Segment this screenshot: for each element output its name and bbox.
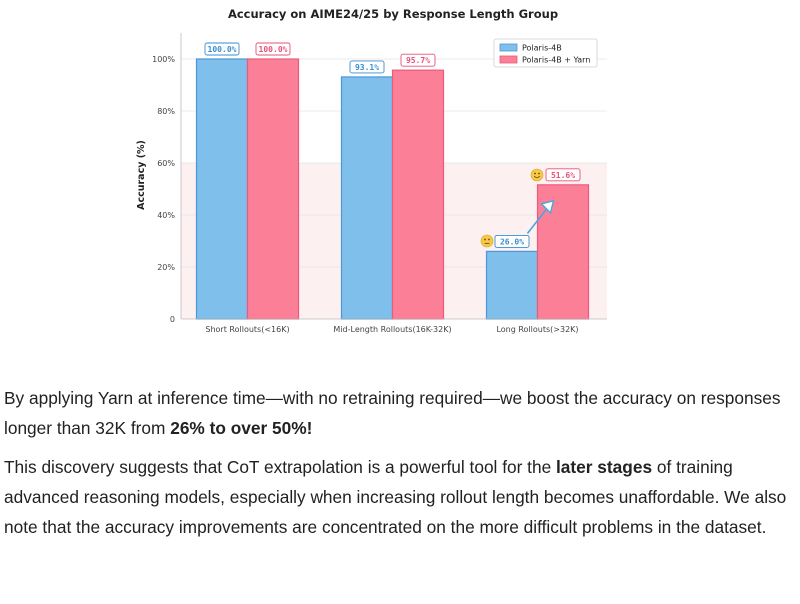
bar-polaris-yarn-2 [536,184,590,320]
paragraph-text: of training advanced reasoning models, e… [4,457,787,537]
data-label-box [255,42,291,56]
face-circle [480,234,494,248]
chart-figure: Accuracy on AIME24/25 by Response Length… [136,7,607,334]
data-label-box [349,60,385,74]
face-mouth [533,175,541,179]
data-label-text: 95.7% [406,56,430,65]
bar-chart: Accuracy on AIME24/25 by Response Length… [136,7,607,334]
face-eye [488,238,490,241]
trend-arrow-icon [526,199,555,234]
data-label-text: 26.0% [500,237,524,246]
highlight-text: later stages [556,457,653,477]
arrow-head [540,199,555,215]
highlight-text: 26% to over 50%! [170,418,313,438]
x-tick-label: Long Rollouts(>32K) [496,325,578,334]
smiling-face-icon [530,168,544,182]
face-eye [534,172,536,175]
arrow-shaft [526,207,549,234]
data-label-box [545,168,581,182]
data-label-polaris-yarn-1: 95.7% [400,53,436,67]
bar-polaris-yarn-0 [246,58,300,320]
y-tick-label: 80% [157,107,175,116]
y-tick-label: 0 [170,315,175,324]
data-label-polaris-1: 93.1% [349,60,385,74]
paragraph-discovery: This discovery suggests that CoT extrapo… [4,452,794,542]
y-tick-label: 40% [157,211,175,220]
neutral-face-icon [480,234,494,248]
face-eye [538,172,540,175]
bar-polaris-yarn-1 [391,69,445,320]
legend-swatch-1 [499,55,518,64]
data-label-text: 51.6% [551,171,575,180]
data-label-box [494,234,530,248]
x-tick-label: Short Rollouts(<16K) [205,325,289,334]
article-text: By applying Yarn at inference time—with … [4,383,794,542]
data-label-polaris-2: 26.0% [494,234,530,248]
chart-title: Accuracy on AIME24/25 by Response Length… [228,7,558,21]
paragraph-yarn-result: By applying Yarn at inference time—with … [4,383,794,443]
data-label-text: 93.1% [355,63,379,72]
face-circle [530,168,544,182]
legend-swatch-0 [499,43,518,52]
data-label-box [204,42,240,56]
legend-label-1: Polaris-4B + Yarn [522,56,590,65]
paragraph-text: By applying Yarn at inference time—with … [4,388,781,438]
y-axis-label: Accuracy (%) [136,140,147,210]
face-eye [484,238,486,241]
bar-polaris-2 [485,250,539,320]
legend-label-0: Polaris-4B [522,44,562,53]
legend-box [493,38,598,68]
data-label-text: 100.0% [259,45,288,54]
paragraph-text: This discovery suggests that CoT extrapo… [4,457,556,477]
x-tick-label: Mid-Length Rollouts(16K-32K) [333,325,451,334]
data-label-box [400,53,436,67]
y-tick-label: 20% [157,263,175,272]
bar-polaris-0 [195,58,249,320]
y-tick-label: 60% [157,159,175,168]
data-label-polaris-yarn-0: 100.0% [255,42,291,56]
data-label-polaris-yarn-2: 51.6% [545,168,581,182]
data-label-text: 100.0% [208,45,237,54]
y-tick-label: 100% [152,55,175,64]
data-label-polaris-0: 100.0% [204,42,240,56]
bar-polaris-1 [340,76,394,320]
